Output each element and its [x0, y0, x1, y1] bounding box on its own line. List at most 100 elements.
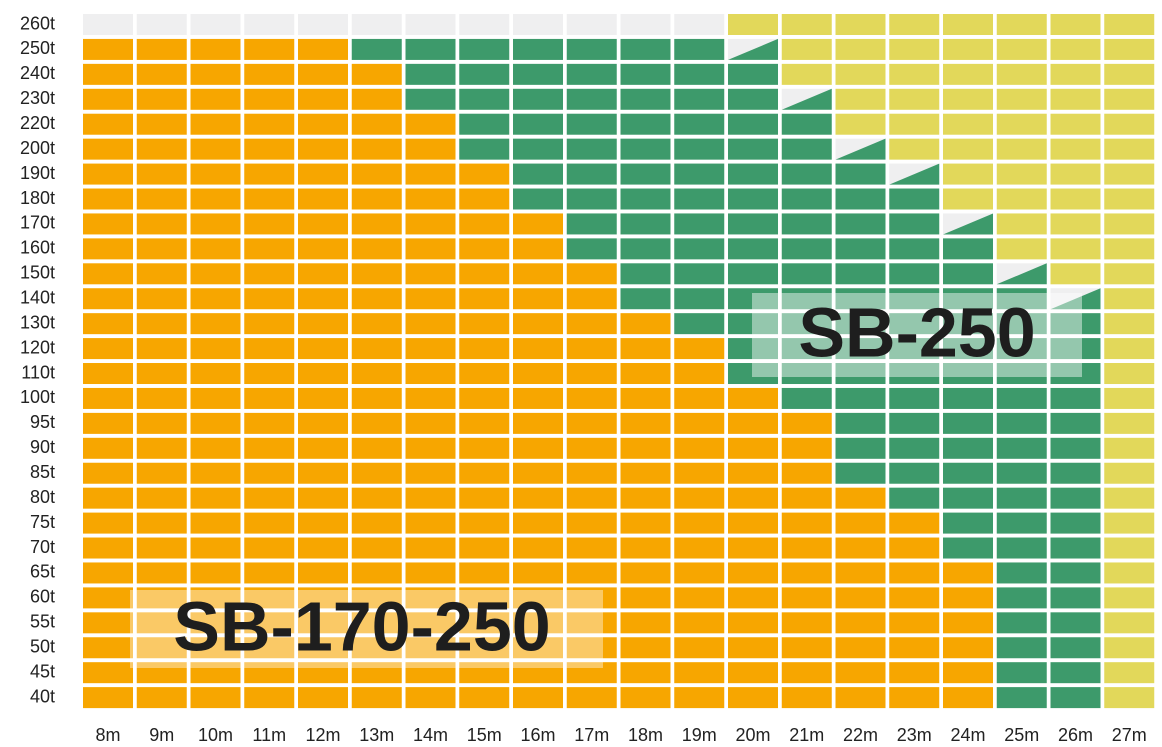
cell: [1050, 662, 1101, 684]
cell: [620, 88, 671, 110]
cell: [83, 88, 133, 110]
split-cell: [996, 263, 1047, 285]
cell: [943, 138, 993, 160]
cell: [405, 188, 456, 210]
cell: [459, 288, 510, 310]
y-tick-label: 45t: [30, 661, 55, 681]
cell: [351, 113, 402, 135]
x-tick-label: 16m: [520, 725, 555, 745]
cell: [298, 612, 348, 634]
cell: [781, 412, 832, 434]
cell: [835, 687, 886, 709]
cell: [996, 88, 1047, 110]
cell: [190, 263, 241, 285]
cell: [620, 512, 671, 534]
cell: [1104, 188, 1155, 210]
cell: [674, 63, 725, 85]
cell: [620, 113, 671, 135]
cell: [1050, 637, 1101, 659]
cell: [1050, 313, 1101, 335]
cell: [190, 612, 241, 634]
cell: [83, 387, 133, 409]
cell: [566, 363, 617, 385]
cell: [190, 63, 241, 85]
cell: [405, 537, 456, 559]
cell: [298, 338, 348, 360]
cell: [943, 662, 993, 684]
cell: [83, 288, 133, 310]
cell: [889, 537, 940, 559]
cell: [136, 138, 187, 160]
cell: [405, 437, 456, 459]
x-tick-label: 10m: [198, 725, 233, 745]
cell: [889, 437, 940, 459]
cell: [244, 562, 295, 584]
cell: [459, 537, 510, 559]
y-tick-label: 70t: [30, 537, 55, 557]
cell: [190, 113, 241, 135]
cell: [351, 138, 402, 160]
cell: [996, 412, 1047, 434]
cell: [620, 138, 671, 160]
cell: [996, 487, 1047, 509]
x-tick-label: 8m: [95, 725, 120, 745]
cell: [244, 263, 295, 285]
cell: [513, 662, 563, 684]
cell: [620, 687, 671, 709]
cell: [1104, 363, 1155, 385]
cell: [1050, 63, 1101, 85]
cell: [513, 288, 563, 310]
cell: [83, 637, 133, 659]
cell: [674, 263, 725, 285]
cell: [835, 363, 886, 385]
cell: [513, 113, 563, 135]
cell: [1104, 387, 1155, 409]
y-tick-label: 85t: [30, 462, 55, 482]
cell: [513, 313, 563, 335]
cell: [728, 662, 778, 684]
cell: [190, 462, 241, 484]
cell: [136, 462, 187, 484]
x-tick-label: 21m: [789, 725, 824, 745]
cell: [459, 313, 510, 335]
cell: [351, 587, 402, 609]
cell: [83, 562, 133, 584]
cell: [136, 363, 187, 385]
cell: [351, 387, 402, 409]
cell: [566, 238, 617, 260]
cell: [781, 363, 832, 385]
cell: [513, 14, 563, 35]
cell: [889, 512, 940, 534]
cell: [190, 387, 241, 409]
cell: [190, 288, 241, 310]
cell: [943, 437, 993, 459]
cell: [83, 63, 133, 85]
cell: [1104, 288, 1155, 310]
cell: [943, 313, 993, 335]
series-label: SB-170-250: [173, 587, 550, 665]
cell: [620, 662, 671, 684]
cell: [1050, 138, 1101, 160]
cell: [351, 437, 402, 459]
cell: [996, 687, 1047, 709]
cell: [513, 163, 563, 185]
cell: [835, 387, 886, 409]
cell: [835, 288, 886, 310]
cell: [190, 38, 241, 60]
cell: [351, 288, 402, 310]
cell: [728, 238, 778, 260]
cell: [190, 412, 241, 434]
cell: [298, 462, 348, 484]
cell: [405, 88, 456, 110]
cell: [566, 163, 617, 185]
cell: [190, 637, 241, 659]
cell: [996, 387, 1047, 409]
cell: [996, 462, 1047, 484]
cell: [566, 63, 617, 85]
cell: [1050, 363, 1101, 385]
cell: [459, 637, 510, 659]
cell: [996, 612, 1047, 634]
cell: [620, 437, 671, 459]
cell: [889, 662, 940, 684]
y-tick-label: 180t: [20, 188, 55, 208]
